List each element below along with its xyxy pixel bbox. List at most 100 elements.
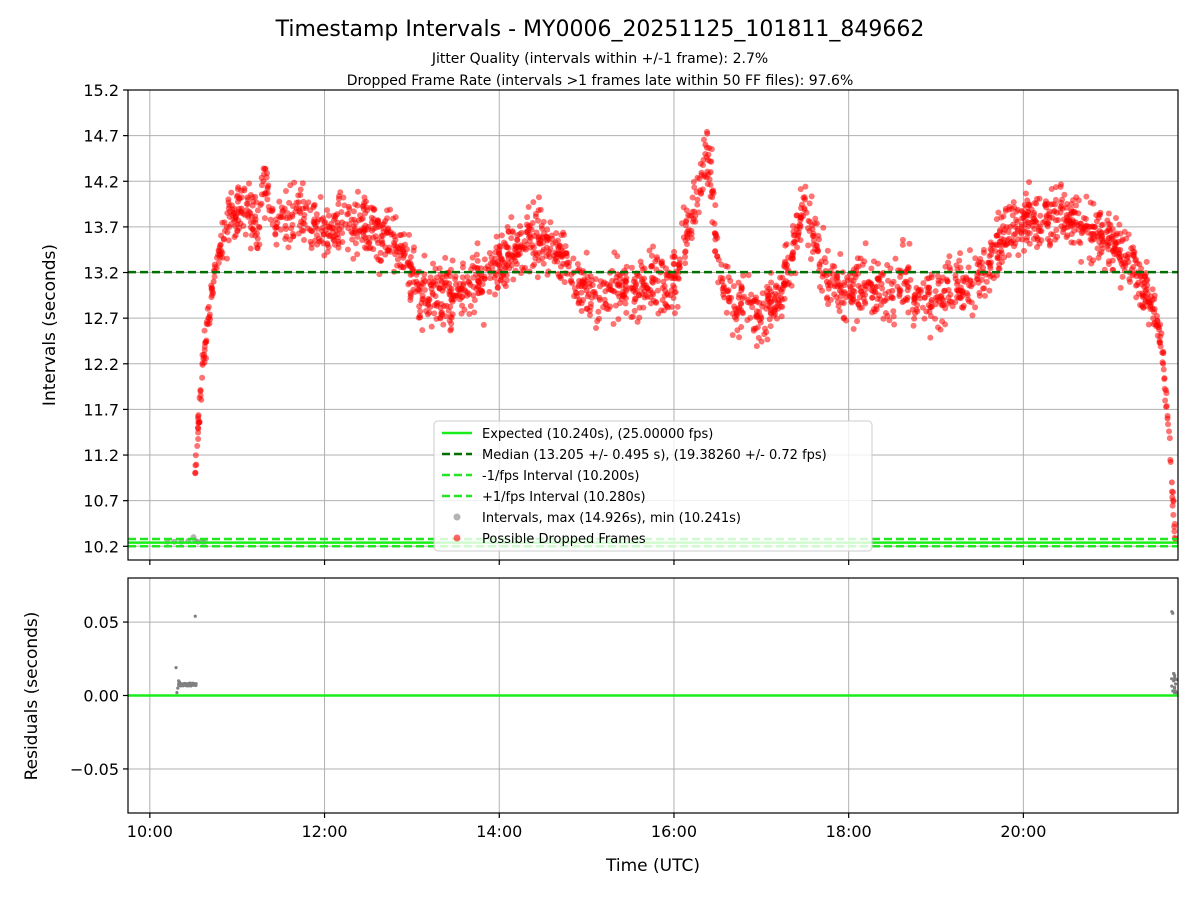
dropped-frame-point (350, 208, 357, 215)
dropped-frame-point (616, 293, 623, 300)
dropped-frame-point (1006, 203, 1013, 210)
dropped-frame-point (324, 207, 331, 214)
residual-point (1173, 682, 1178, 686)
dropped-frame-point (846, 293, 853, 300)
dropped-frame-point (769, 291, 776, 298)
dropped-frame-point (671, 253, 678, 260)
dropped-frame-point (802, 183, 809, 190)
dropped-frame-point (904, 294, 911, 301)
dropped-frame-point (790, 228, 797, 235)
dropped-frame-point (878, 280, 885, 287)
dropped-frame-point (372, 233, 379, 240)
dropped-frame-point (400, 231, 407, 238)
dropped-frame-point (428, 323, 435, 330)
dropped-frame-point (707, 193, 714, 200)
dropped-frame-point (735, 279, 742, 286)
residual-point (176, 686, 180, 690)
dropped-frame-point (562, 243, 569, 250)
dropped-frame-point (467, 303, 474, 310)
dropped-frame-point (1059, 205, 1066, 212)
dropped-frame-point (308, 241, 315, 248)
dropped-frame-point (622, 295, 629, 302)
dropped-frame-point (225, 237, 232, 244)
dropped-frame-point (1009, 212, 1016, 219)
dropped-frame-point (917, 286, 924, 293)
dropped-frame-point (848, 299, 855, 306)
dropped-frame-point (764, 302, 771, 309)
dropped-frame-point (783, 241, 790, 248)
dropped-frame-point (697, 187, 704, 194)
dropped-frame-point (589, 281, 596, 288)
dropped-frame-point (1038, 228, 1045, 235)
dropped-frame-point (691, 184, 698, 191)
dropped-frame-point (967, 277, 974, 284)
dropped-frame-point (957, 250, 964, 257)
dropped-frame-point (382, 251, 389, 258)
dropped-frame-point (1105, 210, 1112, 217)
dropped-frame-point (986, 253, 993, 260)
dropped-frame-point (431, 310, 438, 317)
dropped-frame-point (836, 287, 843, 294)
dropped-frame-point (902, 278, 909, 285)
dropped-frame-point (215, 259, 222, 266)
dropped-frame-point (854, 318, 861, 325)
dropped-frame-point (481, 256, 488, 263)
dropped-frame-point (1161, 385, 1168, 392)
dropped-frame-point (771, 296, 778, 303)
dropped-frame-point (1133, 282, 1140, 289)
dropped-frame-point (474, 240, 481, 247)
dropped-frame-point (458, 294, 465, 301)
dropped-frame-point (1000, 213, 1007, 220)
dropped-frame-point (446, 284, 453, 291)
dropped-frame-point (545, 250, 552, 257)
dropped-frame-point (671, 310, 678, 317)
dropped-frame-point (427, 304, 434, 311)
dropped-frame-point (998, 247, 1005, 254)
dropped-frame-point (820, 224, 827, 231)
dropped-frame-point (738, 324, 745, 331)
dropped-frame-point (758, 315, 765, 322)
dropped-frame-point (296, 222, 303, 229)
dropped-frame-point (544, 237, 551, 244)
dropped-frame-point (1099, 233, 1106, 240)
dropped-frame-point (855, 270, 862, 277)
dropped-frame-point (899, 236, 906, 243)
dropped-frame-point (192, 452, 199, 459)
dropped-frame-point (923, 308, 930, 315)
dropped-frame-point (436, 265, 443, 272)
dropped-frame-point (1023, 234, 1030, 241)
dropped-frame-point (211, 273, 218, 280)
dropped-frame-point (1093, 218, 1100, 225)
dropped-frame-point (939, 318, 946, 325)
dropped-frame-point (855, 301, 862, 308)
dropped-frame-point (470, 274, 477, 281)
dropped-frame-point (905, 265, 912, 272)
dropped-frame-point (344, 246, 351, 253)
dropped-frame-point (664, 304, 671, 311)
dropped-frame-point (334, 222, 341, 229)
top-y-tick-label: 12.7 (83, 309, 119, 328)
dropped-frame-point (539, 234, 546, 241)
dropped-frame-point (571, 285, 578, 292)
dropped-frame-point (899, 241, 906, 248)
dropped-frame-point (753, 312, 760, 319)
x-tick-label: 12:00 (301, 822, 347, 841)
dropped-frame-point (806, 200, 813, 207)
dropped-frame-point (1020, 214, 1027, 221)
dropped-frame-point (781, 263, 788, 270)
dropped-frame-point (603, 305, 610, 312)
dropped-frame-point (940, 297, 947, 304)
dropped-frame-point (402, 241, 409, 248)
dropped-frame-point (530, 199, 537, 206)
dropped-frame-point (650, 243, 657, 250)
dropped-frame-point (439, 287, 446, 294)
dropped-frame-point (905, 309, 912, 316)
dropped-frame-point (593, 324, 600, 331)
dropped-frame-point (921, 315, 928, 322)
dropped-frame-point (1106, 225, 1113, 232)
dropped-frame-point (258, 200, 265, 207)
dropped-frame-point (1160, 366, 1167, 373)
dropped-frame-point (493, 233, 500, 240)
dropped-frame-point (220, 236, 227, 243)
dropped-frame-point (1117, 284, 1124, 291)
